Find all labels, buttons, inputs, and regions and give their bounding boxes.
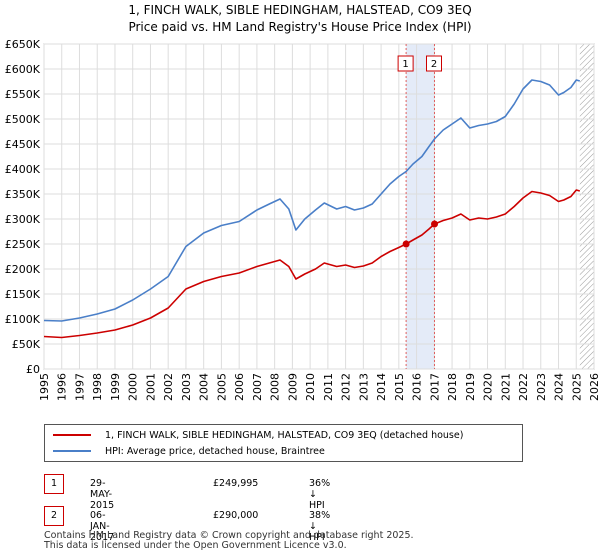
x-tick-label: 2009 xyxy=(286,373,299,401)
x-tick-label: 2010 xyxy=(304,373,317,401)
x-tick-label: 2008 xyxy=(269,373,282,401)
sale-number-label: 1 xyxy=(402,59,408,70)
x-tick-label: 2002 xyxy=(162,373,175,401)
y-tick-label: £550K xyxy=(5,88,41,101)
sale-point-marker xyxy=(402,240,410,248)
y-tick-label: £500K xyxy=(5,113,41,126)
x-tick-label: 2026 xyxy=(588,373,600,401)
x-tick-label: 1995 xyxy=(38,373,51,401)
transaction-hpi: 38% ↓ HPI xyxy=(309,510,331,543)
sale-number-box xyxy=(397,55,414,72)
y-tick-label: £650K xyxy=(5,38,41,51)
legend-label-property: 1, FINCH WALK, SIBLE HEDINGHAM, HALSTEAD… xyxy=(105,429,464,441)
chart-title-line: 1, FINCH WALK, SIBLE HEDINGHAM, HALSTEAD… xyxy=(128,3,472,17)
x-tick-label: 2013 xyxy=(357,373,370,401)
y-tick-label: £200K xyxy=(5,263,41,276)
series-line xyxy=(43,79,581,322)
x-tick-label: 2006 xyxy=(233,373,246,401)
x-tick-label: 2017 xyxy=(428,373,441,401)
x-tick-label: 2023 xyxy=(535,373,548,401)
y-tick-label: £400K xyxy=(5,163,41,176)
transaction-price: £249,995 xyxy=(213,478,259,489)
projection-hatched-region xyxy=(579,44,594,369)
x-tick-label: 2019 xyxy=(464,373,477,401)
x-tick-label: 2021 xyxy=(499,373,512,401)
footer-attribution: Contains HM Land Registry data © Crown c… xyxy=(44,531,414,551)
x-tick-label: 2024 xyxy=(553,373,566,401)
legend-swatch-property xyxy=(53,434,91,436)
y-tick-label: £600K xyxy=(5,63,41,76)
x-tick-label: 2004 xyxy=(198,373,211,401)
x-tick-label: 2016 xyxy=(411,373,424,401)
x-tick-label: 2022 xyxy=(517,373,530,401)
sale-number-label: 2 xyxy=(431,59,437,70)
y-tick-label: £250K xyxy=(5,238,41,251)
x-tick-label: 1996 xyxy=(56,373,69,401)
legend-item-property: 1, FINCH WALK, SIBLE HEDINGHAM, HALSTEAD… xyxy=(53,428,463,442)
footer-line-1: Contains HM Land Registry data © Crown c… xyxy=(44,530,414,541)
y-tick-label: £300K xyxy=(5,213,41,226)
chart-legend: 1, FINCH WALK, SIBLE HEDINGHAM, HALSTEAD… xyxy=(44,424,523,462)
sale-point-marker xyxy=(431,220,438,228)
y-tick-label: £150K xyxy=(5,288,41,301)
transaction-hpi: 36% ↓ HPI xyxy=(309,478,331,511)
series-line xyxy=(43,189,581,339)
transaction-badge: 2 xyxy=(44,506,64,526)
legend-swatch-hpi xyxy=(53,450,91,452)
sale-number-box xyxy=(426,55,442,72)
transaction-shaded-range xyxy=(406,44,435,369)
x-tick-label: 2011 xyxy=(322,373,335,401)
legend-label-hpi: HPI: Average price, detached house, Brai… xyxy=(105,445,325,457)
transaction-price: £290,000 xyxy=(213,510,259,521)
footer-line-2: This data is licensed under the Open Gov… xyxy=(44,540,347,551)
x-tick-label: 2000 xyxy=(127,373,140,401)
chart-title: 1, FINCH WALK, SIBLE HEDINGHAM, HALSTEAD… xyxy=(0,2,600,36)
transaction-date: 29-MAY-2015 xyxy=(90,478,115,511)
x-tick-label: 1999 xyxy=(109,373,122,401)
y-tick-label: £0 xyxy=(26,363,40,376)
x-tick-label: 2018 xyxy=(446,373,459,401)
y-tick-label: £100K xyxy=(5,313,41,326)
transaction-date: 06-JAN-2017 xyxy=(90,510,115,543)
x-tick-label: 2005 xyxy=(215,373,228,401)
x-tick-label: 2015 xyxy=(393,373,406,401)
x-tick-label: 2025 xyxy=(570,373,583,401)
x-tick-label: 2001 xyxy=(144,373,157,401)
y-tick-label: £50K xyxy=(12,338,41,351)
price-chart: £0 £50K £100K £150K £200K £250K £300K £350K £400… xyxy=(5,38,600,401)
x-tick-label: 1997 xyxy=(73,373,86,401)
x-tick-label: 2020 xyxy=(482,373,495,401)
x-tick-label: 2014 xyxy=(375,373,388,401)
x-tick-label: 2012 xyxy=(340,373,353,401)
x-tick-label: 1998 xyxy=(91,373,104,401)
x-tick-label: 2003 xyxy=(180,373,193,401)
chart-subtitle-line: Price paid vs. HM Land Registry's House … xyxy=(128,20,472,34)
x-tick-label: 2007 xyxy=(251,373,264,401)
transaction-badge: 1 xyxy=(44,474,64,494)
y-tick-label: £350K xyxy=(5,188,41,201)
legend-item-hpi: HPI: Average price, detached house, Brai… xyxy=(53,444,325,458)
y-tick-label: £450K xyxy=(5,138,41,151)
